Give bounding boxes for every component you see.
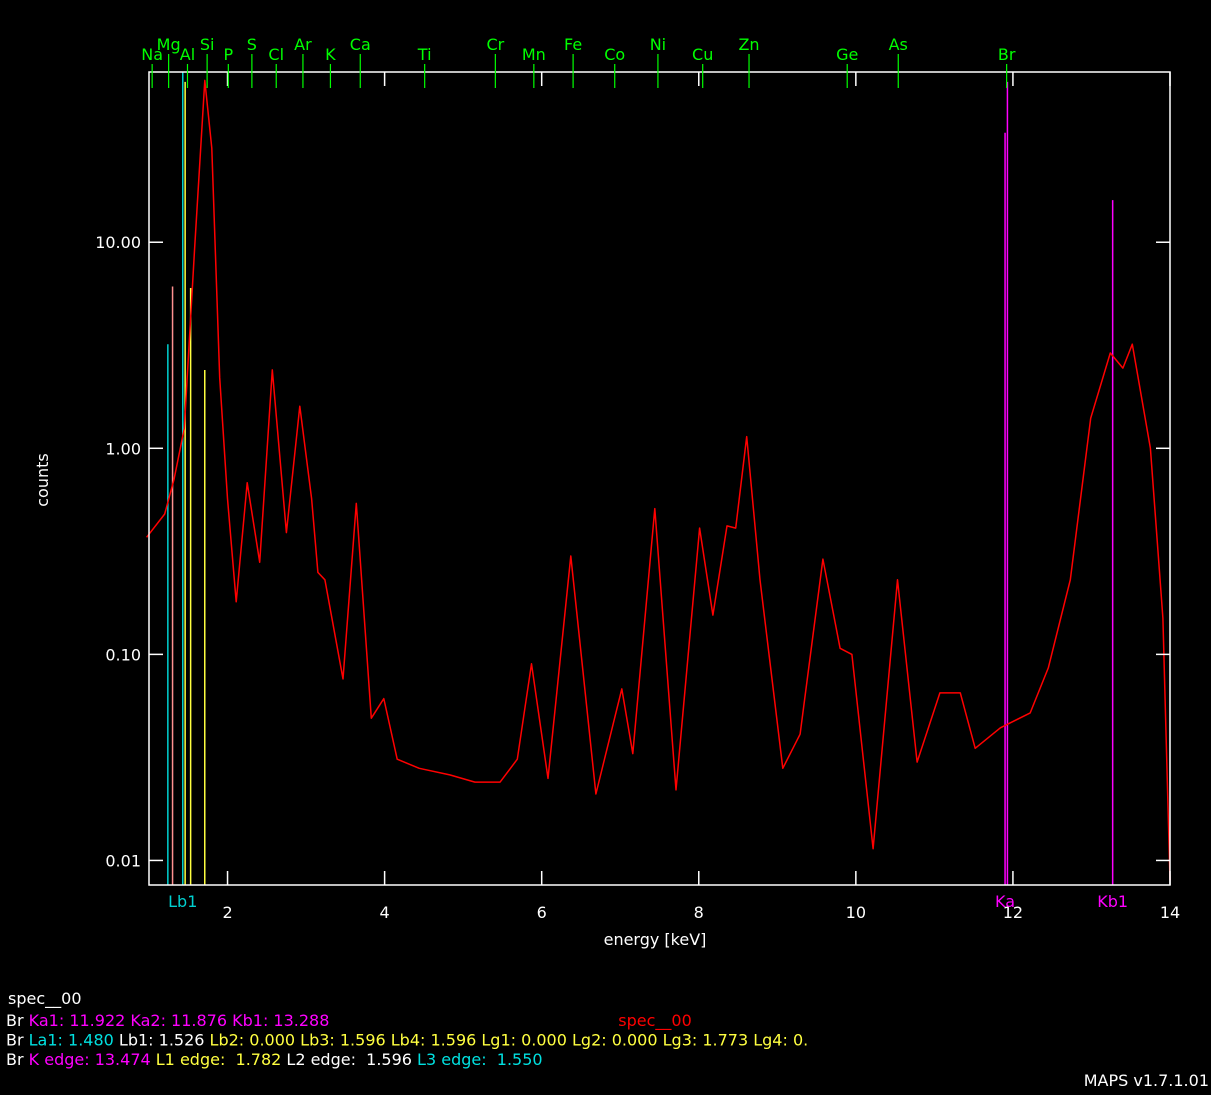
element-label: As bbox=[889, 35, 908, 54]
element-label: Mn bbox=[522, 45, 546, 64]
info-line: Br K edge: 13.474 L1 edge: 1.782 L2 edge… bbox=[6, 1050, 543, 1069]
legend-entry: spec__00 bbox=[618, 1011, 692, 1031]
x-tick-label: 10 bbox=[846, 903, 866, 922]
element-label: Zn bbox=[738, 35, 759, 54]
element-label: K bbox=[325, 45, 336, 64]
element-label: Cl bbox=[268, 45, 284, 64]
element-label: Ti bbox=[417, 45, 432, 64]
info-line: Br La1: 1.480 Lb1: 1.526 Lb2: 0.000 Lb3:… bbox=[6, 1031, 808, 1050]
info-segment: La1: 1.480 bbox=[29, 1031, 119, 1050]
info-segment: L1 edge: 1.782 bbox=[156, 1050, 287, 1069]
element-label: S bbox=[247, 35, 257, 54]
x-axis-label: energy [keV] bbox=[604, 930, 707, 949]
info-segment: Lb2: 0.000 Lb3: 1.596 Lb4: 1.596 Lg1: 0.… bbox=[210, 1031, 809, 1050]
spectrum-line bbox=[146, 79, 1171, 881]
y-axis-label: counts bbox=[33, 453, 52, 506]
y-tick-label: 1.00 bbox=[105, 439, 141, 458]
info-segment: Br bbox=[6, 1050, 29, 1069]
x-tick-label: 6 bbox=[537, 903, 547, 922]
x-tick-label: 2 bbox=[222, 903, 232, 922]
x-tick-label: 14 bbox=[1160, 903, 1180, 922]
y-tick-label: 0.01 bbox=[105, 851, 141, 870]
plot-frame bbox=[148, 71, 1171, 886]
y-tick-label: 10.00 bbox=[95, 233, 141, 252]
emission-line-label: Ka bbox=[995, 892, 1015, 911]
file-label: spec__00 bbox=[8, 989, 82, 1009]
info-line: Br Ka1: 11.922 Ka2: 11.876 Kb1: 13.288 bbox=[6, 1011, 329, 1030]
element-label: Br bbox=[998, 45, 1016, 64]
element-label: Si bbox=[200, 35, 215, 54]
info-segment: L3 edge: 1.550 bbox=[417, 1050, 543, 1069]
info-segment: Br bbox=[6, 1031, 29, 1050]
element-label: Cr bbox=[486, 35, 504, 54]
element-label: Ge bbox=[836, 45, 858, 64]
element-label: Fe bbox=[564, 35, 582, 54]
element-label: P bbox=[223, 45, 233, 64]
x-tick-label: 4 bbox=[380, 903, 390, 922]
x-tick-label: 12 bbox=[1003, 903, 1023, 922]
x-tick-label: 8 bbox=[694, 903, 704, 922]
element-label: Ar bbox=[294, 35, 312, 54]
info-segment: K edge: 13.474 bbox=[29, 1050, 156, 1069]
element-label: Ni bbox=[650, 35, 666, 54]
emission-line-label: Lb1 bbox=[168, 892, 197, 911]
version-label: MAPS v1.7.1.01 bbox=[1084, 1071, 1209, 1090]
element-label: Na bbox=[141, 45, 163, 64]
element-label: Co bbox=[604, 45, 625, 64]
info-segment: Lb1: 1.526 bbox=[119, 1031, 210, 1050]
y-tick-label: 0.10 bbox=[105, 645, 141, 664]
info-segment: Br bbox=[6, 1011, 29, 1030]
element-label: Ca bbox=[350, 35, 371, 54]
element-label: Cu bbox=[692, 45, 713, 64]
element-label: Al bbox=[180, 45, 195, 64]
info-segment: Ka1: 11.922 Ka2: 11.876 Kb1: 13.288 bbox=[29, 1011, 330, 1030]
emission-line-label: Kb1 bbox=[1097, 892, 1128, 911]
element-label: Mg bbox=[157, 35, 181, 54]
info-segment: L2 edge: 1.596 bbox=[286, 1050, 417, 1069]
